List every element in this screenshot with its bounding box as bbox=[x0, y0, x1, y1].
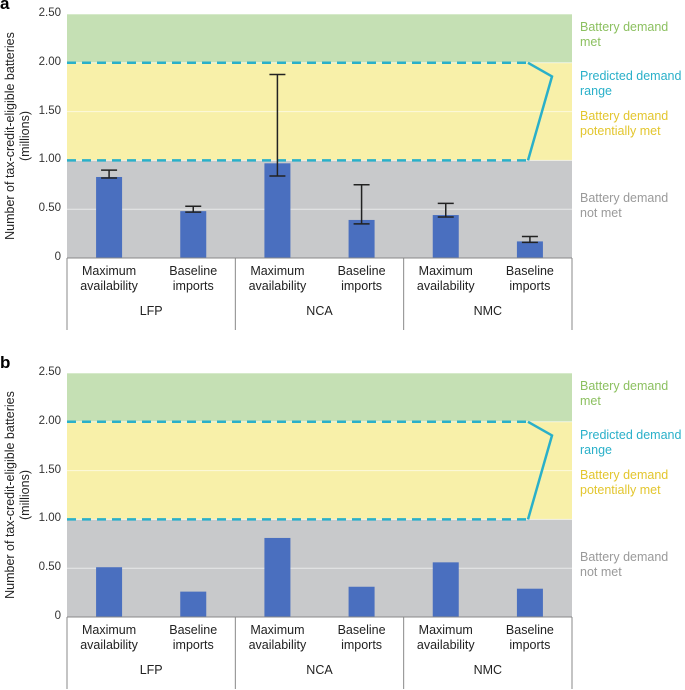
y-tick-label: 0 bbox=[54, 251, 61, 263]
bar bbox=[348, 586, 375, 617]
y-axis-label: Number of tax-credit-eligible batteries … bbox=[3, 391, 32, 599]
x-tick-label: Maximum availability bbox=[416, 264, 475, 293]
bar bbox=[432, 215, 459, 258]
x-tick-label: Baseline imports bbox=[169, 623, 218, 652]
annotation-potentially-met: Battery demand potentially met bbox=[580, 467, 669, 497]
x-tick-label: Maximum availability bbox=[416, 623, 475, 652]
y-tick-label: 0 bbox=[54, 610, 61, 622]
panel-label: a bbox=[0, 0, 10, 13]
x-tick-label: Baseline imports bbox=[337, 264, 386, 293]
y-tick-label: 0.50 bbox=[38, 561, 61, 574]
band-met bbox=[67, 373, 572, 422]
annotation-potentially-met: Battery demand potentially met bbox=[580, 108, 669, 138]
band-met bbox=[67, 14, 572, 63]
panel-label: b bbox=[0, 353, 11, 372]
range-bracket bbox=[526, 61, 554, 161]
group-label: NCA bbox=[306, 304, 333, 318]
bar bbox=[516, 241, 543, 258]
x-tick-label: Maximum availability bbox=[248, 264, 307, 293]
group-label: NMC bbox=[473, 304, 503, 318]
x-tick-label: Maximum availability bbox=[80, 623, 138, 652]
annotation-range: Predicted demand range bbox=[580, 69, 682, 99]
bar bbox=[264, 163, 291, 258]
error-bar bbox=[521, 235, 538, 244]
y-tick-label: 1.00 bbox=[38, 512, 61, 525]
group-label: NCA bbox=[306, 663, 333, 677]
y-tick-label: 2.00 bbox=[38, 414, 61, 427]
bar bbox=[516, 588, 543, 617]
y-tick-label: 2.00 bbox=[38, 55, 61, 68]
annotation-range: Predicted demand range bbox=[580, 428, 682, 458]
group-label: LFP bbox=[139, 663, 163, 677]
y-tick-label: 2.50 bbox=[38, 366, 61, 378]
bar bbox=[264, 537, 291, 617]
y-tick-label: 2.50 bbox=[38, 7, 61, 19]
y-axis-label: Number of tax-credit-eligible batteries … bbox=[3, 32, 32, 240]
group-label: NMC bbox=[473, 663, 503, 677]
annotation-met: Battery demand met bbox=[580, 379, 669, 408]
x-tick-label: Baseline imports bbox=[505, 623, 554, 652]
y-tick-label: 0.50 bbox=[38, 202, 61, 215]
x-tick-label: Maximum availability bbox=[80, 264, 138, 293]
bar bbox=[180, 591, 207, 617]
x-tick-label: Baseline imports bbox=[337, 623, 386, 652]
bar bbox=[432, 562, 459, 617]
x-tick-label: Baseline imports bbox=[505, 264, 554, 293]
group-label: LFP bbox=[139, 304, 163, 318]
y-tick-label: 1.50 bbox=[38, 104, 61, 117]
error-bar bbox=[353, 184, 370, 225]
bar bbox=[180, 211, 207, 258]
bar bbox=[348, 219, 375, 258]
x-tick-label: Baseline imports bbox=[169, 264, 218, 293]
annotation-not-met: Battery demand not met bbox=[580, 191, 669, 221]
error-bar bbox=[101, 169, 118, 179]
annotation-met: Battery demand met bbox=[580, 20, 669, 49]
error-bar bbox=[269, 73, 286, 177]
error-bar bbox=[437, 202, 454, 218]
error-bar bbox=[185, 205, 202, 213]
y-tick-label: 1.00 bbox=[38, 153, 61, 166]
annotation-not-met: Battery demand not met bbox=[580, 550, 669, 580]
bar bbox=[96, 567, 123, 617]
y-tick-label: 1.50 bbox=[38, 463, 61, 476]
x-tick-label: Maximum availability bbox=[248, 623, 307, 652]
range-bracket bbox=[526, 420, 554, 520]
bar bbox=[96, 176, 123, 258]
